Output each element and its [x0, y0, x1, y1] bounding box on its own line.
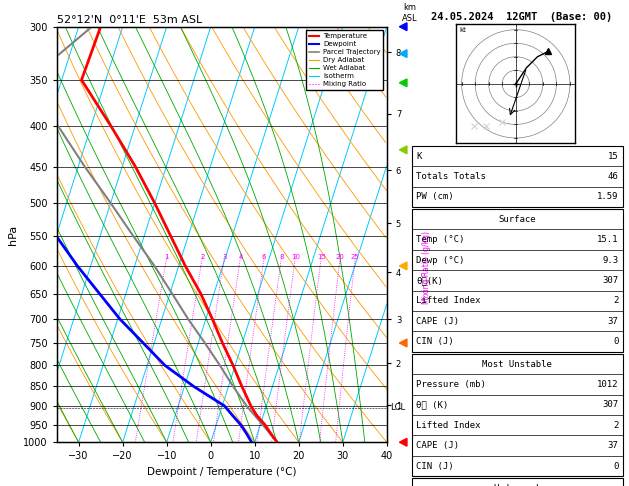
- Text: 15: 15: [608, 152, 618, 160]
- Text: 2: 2: [613, 421, 618, 430]
- Text: K: K: [416, 152, 422, 160]
- Text: 24.05.2024  12GMT  (Base: 00): 24.05.2024 12GMT (Base: 00): [431, 12, 613, 22]
- Text: Lifted Index: Lifted Index: [416, 296, 481, 305]
- Text: 0: 0: [613, 337, 618, 346]
- Text: 25: 25: [351, 254, 360, 260]
- Text: Lifted Index: Lifted Index: [416, 421, 481, 430]
- Y-axis label: hPa: hPa: [8, 225, 18, 244]
- Text: Temp (°C): Temp (°C): [416, 235, 465, 244]
- Text: θᴇ(K): θᴇ(K): [416, 276, 443, 285]
- Legend: Temperature, Dewpoint, Parcel Trajectory, Dry Adiabat, Wet Adiabat, Isotherm, Mi: Temperature, Dewpoint, Parcel Trajectory…: [306, 30, 383, 90]
- Text: Hodograph: Hodograph: [493, 484, 542, 486]
- Text: Surface: Surface: [499, 215, 536, 224]
- Text: 8: 8: [279, 254, 284, 260]
- Text: CAPE (J): CAPE (J): [416, 317, 459, 326]
- Text: 52°12'N  0°11'E  53m ASL: 52°12'N 0°11'E 53m ASL: [57, 15, 202, 25]
- Text: θᴇ (K): θᴇ (K): [416, 400, 448, 409]
- Text: 1: 1: [165, 254, 169, 260]
- Text: 3: 3: [222, 254, 226, 260]
- Text: Mixing Ratio (g/kg): Mixing Ratio (g/kg): [422, 231, 431, 304]
- Text: 2: 2: [613, 296, 618, 305]
- Text: 46: 46: [608, 172, 618, 181]
- Text: 20: 20: [336, 254, 345, 260]
- Text: kt: kt: [459, 27, 466, 34]
- Text: Totals Totals: Totals Totals: [416, 172, 486, 181]
- Text: 37: 37: [608, 441, 618, 450]
- X-axis label: Dewpoint / Temperature (°C): Dewpoint / Temperature (°C): [147, 467, 296, 477]
- Text: CAPE (J): CAPE (J): [416, 441, 459, 450]
- Text: 307: 307: [602, 276, 618, 285]
- Text: PW (cm): PW (cm): [416, 192, 454, 201]
- Text: 4: 4: [238, 254, 243, 260]
- Text: km
ASL: km ASL: [402, 3, 418, 22]
- Text: 10: 10: [291, 254, 300, 260]
- Text: 6: 6: [262, 254, 267, 260]
- Text: 1012: 1012: [597, 380, 618, 389]
- Text: CIN (J): CIN (J): [416, 462, 454, 470]
- Text: Pressure (mb): Pressure (mb): [416, 380, 486, 389]
- Text: 9.3: 9.3: [602, 256, 618, 264]
- Text: LCL: LCL: [390, 403, 405, 412]
- Text: 2: 2: [200, 254, 204, 260]
- Text: 15: 15: [317, 254, 326, 260]
- Text: Most Unstable: Most Unstable: [482, 360, 552, 368]
- Text: 307: 307: [602, 400, 618, 409]
- Text: 0: 0: [613, 462, 618, 470]
- Text: 1.59: 1.59: [597, 192, 618, 201]
- Text: CIN (J): CIN (J): [416, 337, 454, 346]
- Text: Dewp (°C): Dewp (°C): [416, 256, 465, 264]
- Text: 37: 37: [608, 317, 618, 326]
- Text: 15.1: 15.1: [597, 235, 618, 244]
